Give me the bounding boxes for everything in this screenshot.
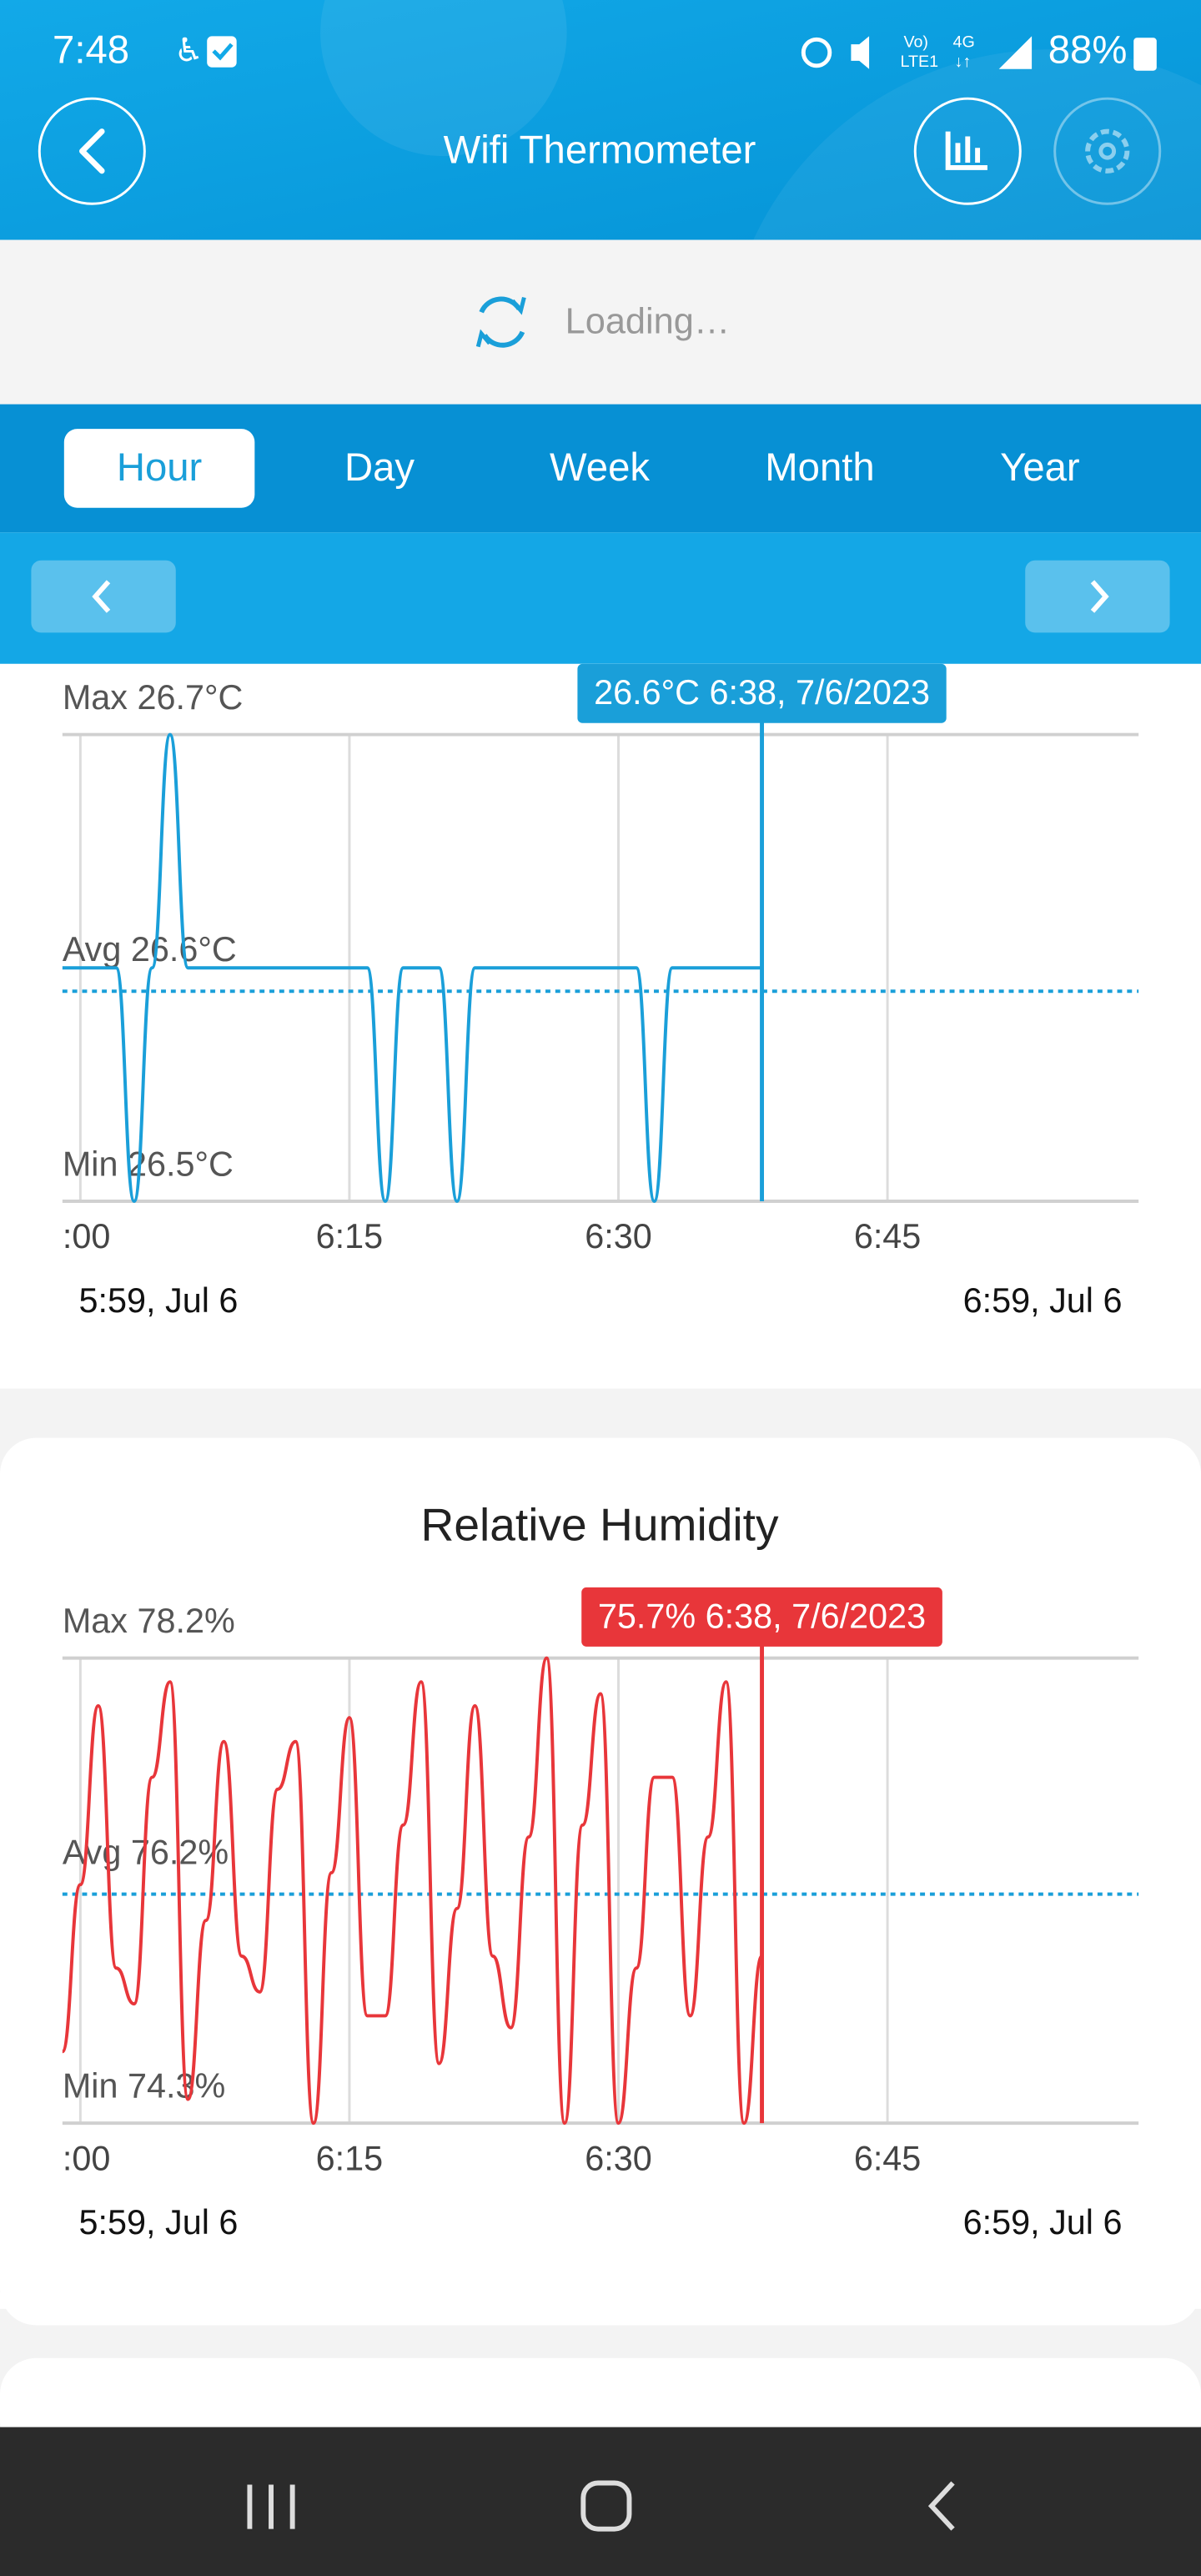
home-button[interactable] [580,2480,632,2532]
range-start: 5:59, Jul 6 [79,1281,239,1320]
status-icon: Vo) [903,33,928,51]
settings-icon [1085,128,1130,174]
y-tick-label: Max 78.2% [63,1602,235,1640]
status-icon [801,37,832,68]
next-button[interactable] [1025,560,1170,633]
stats-icon [945,131,987,170]
prev-icon [92,580,111,613]
x-tick-label: 6:15 [316,1217,384,1255]
status-icon: ↓↑ [955,53,972,71]
prev-button[interactable] [31,560,176,633]
x-tick-label: 6:45 [854,2139,922,2177]
x-tick-label: 6:45 [854,1217,922,1255]
x-tick-label: 6:30 [585,2139,652,2177]
back-button[interactable] [38,97,146,205]
nav-bar [0,532,1201,664]
y-tick-label: Min 74.3% [63,2067,225,2106]
status-icon: 4G [953,33,975,51]
tab[interactable]: Year [1000,445,1080,490]
system-nav [0,2427,1201,2576]
loading-icon [475,296,526,348]
y-tick-label: Min 26.5°C [63,1145,234,1184]
data-line [62,732,762,1203]
status-icon [1133,38,1157,71]
temperature-card [0,663,1201,1389]
tabs: Hour Day Week Month Year [63,429,1080,508]
settings-icon [1098,142,1117,160]
system-back-button[interactable] [927,2481,955,2531]
status-time: 7:48 [53,28,129,73]
data-line [60,1656,764,2126]
charts: :00 6:15 6:30 6:45 Min 26.5°C Max 26.7°C Avg 2… [60,663,1139,2241]
range-start: 5:59, Jul 6 [79,2203,239,2241]
x-tick-label: 6:15 [316,2139,384,2177]
tooltip-bg [581,1587,942,1647]
tab[interactable]: Hour [117,445,202,490]
range-end: 6:59, Jul 6 [963,1281,1123,1320]
card-fill [0,2292,1201,2309]
range-end: 6:59, Jul 6 [963,2203,1123,2241]
tab[interactable]: Month [765,445,874,490]
stats-button[interactable] [913,97,1022,205]
tooltip-bg [577,663,947,723]
back-icon [79,128,105,174]
tooltip: 26.6°C 6:38, 7/6/2023 [594,673,930,712]
loading-text: Loading… [565,302,731,342]
decor [320,0,567,157]
x-tick-label: :00 [63,2139,111,2177]
chart-title: Relative Humidity [421,1499,779,1551]
settings-button[interactable] [1053,97,1162,205]
next-icon [1090,580,1109,613]
tab[interactable]: Day [344,445,415,490]
loading-bar [0,239,1201,405]
status-battery: 88% [1048,28,1128,73]
y-tick-label: Max 26.7°C [63,678,244,717]
tooltip: 75.7% 6:38, 7/6/2023 [598,1597,926,1635]
status-icon: LTE1 [901,53,939,71]
average-label: Avg 26.6°C [63,930,237,969]
status-icon [207,36,237,68]
x-tick-label: :00 [63,1217,111,1255]
x-tick-label: 6:30 [585,1217,652,1255]
status-icon: ♿ [174,32,204,68]
header-bg [0,0,1201,240]
header-title: Wifi Thermometer [444,128,756,173]
recents-button[interactable] [247,2484,295,2529]
tab-selected-bg [63,429,255,508]
tab[interactable]: Week [550,445,650,490]
status-icon [212,43,234,61]
